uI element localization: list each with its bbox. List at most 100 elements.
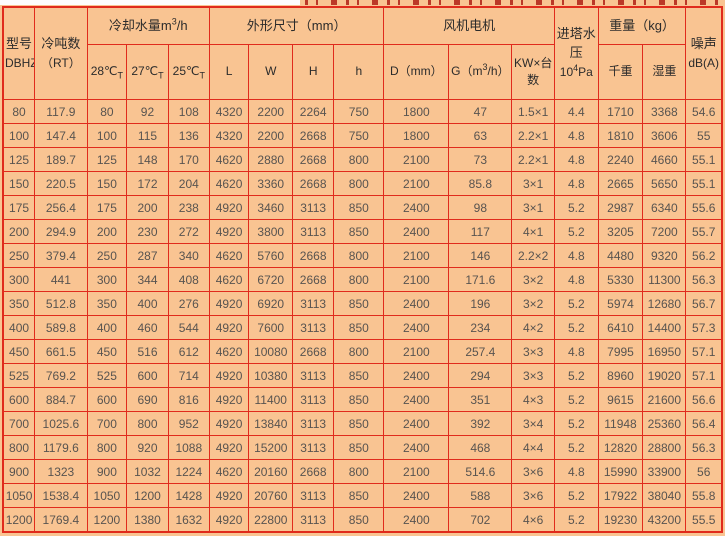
cell-pressure: 5.2 [553, 435, 599, 460]
cell-fan-kw: 3×1 [511, 195, 555, 220]
cell-noise: 56.7 [685, 291, 723, 316]
cell-rt: 256.4 [34, 195, 88, 220]
cell-t27: 920 [126, 435, 169, 460]
cell-t25: 272 [167, 219, 210, 244]
cell-fan-kw: 3×3 [511, 363, 555, 388]
cell-fan-g: 294 [448, 363, 513, 388]
table-row: 1050 1538.4 1050 1200 1428 4920 20760 3113 850 24… [2, 483, 723, 508]
col-header-inlet-pressure: 进塔水压 104Pa [553, 6, 599, 100]
cell-fan-g: 47 [448, 99, 513, 124]
cell-model: 525 [2, 363, 36, 388]
cell-noise: 57.3 [685, 315, 723, 340]
cell-t28: 175 [86, 195, 128, 220]
cell-dim-h-upper: 3113 [292, 483, 335, 508]
cell-dim-l: 4320 [208, 123, 250, 148]
cell-t25: 1428 [167, 483, 210, 508]
col-group-weight: 重量（kg） [597, 6, 687, 45]
cell-t27: 600 [126, 363, 169, 388]
col-header-length: L [208, 44, 250, 100]
cell-dim-w: 20160 [248, 459, 294, 484]
cell-dim-l: 4920 [208, 291, 250, 316]
cell-fan-d: 2100 [383, 243, 450, 268]
cell-fan-d: 2400 [383, 219, 450, 244]
col-header-temp-25: 25℃T [167, 44, 210, 100]
cell-wet-weight: 4660 [642, 147, 687, 172]
cell-wet-weight: 7200 [642, 219, 687, 244]
cropped-title-strip [0, 0, 725, 6]
col-header-cooling-tons: 冷吨数 （RT） [34, 6, 88, 100]
cell-model: 175 [2, 195, 36, 220]
cell-rt: 441 [34, 267, 88, 292]
cell-dim-l: 4620 [208, 171, 250, 196]
cell-t27: 400 [126, 291, 169, 316]
cell-rt: 1179.6 [34, 435, 88, 460]
table-row: 125 189.7 125 148 170 4620 2880 2668 800 2100 73 2.… [2, 147, 723, 172]
cell-dry-weight: 2987 [597, 195, 644, 220]
cell-dim-h-upper: 2668 [292, 339, 335, 364]
table-row: 800 1179.6 800 920 1088 4920 15200 3113 850 2400 4… [2, 435, 723, 460]
table-row: 1200 1769.4 1200 1380 1632 4920 22800 3113 850 24… [2, 507, 723, 533]
cell-fan-d: 2400 [383, 507, 450, 533]
cell-rt: 220.5 [34, 171, 88, 196]
cell-fan-d: 2100 [383, 267, 450, 292]
cell-t25: 1088 [167, 435, 210, 460]
cell-fan-kw: 3×4 [511, 411, 555, 436]
col-header-wet-weight: 湿重 [642, 44, 687, 100]
cell-t28: 1200 [86, 507, 128, 533]
cell-rt: 884.7 [34, 387, 88, 412]
cell-dry-weight: 17922 [597, 483, 644, 508]
cell-dim-w: 20760 [248, 483, 294, 508]
cell-dim-h-lower: 800 [333, 459, 385, 484]
cell-noise: 55.1 [685, 171, 723, 196]
cell-wet-weight: 3368 [642, 99, 687, 124]
col-header-width: W [248, 44, 294, 100]
cell-noise: 55.1 [685, 147, 723, 172]
cell-dim-h-upper: 3113 [292, 387, 335, 412]
cell-wet-weight: 43200 [642, 507, 687, 533]
cell-dim-l: 4920 [208, 507, 250, 533]
cell-dry-weight: 1710 [597, 99, 644, 124]
cell-fan-d: 2100 [383, 171, 450, 196]
col-header-fan-diameter: D（mm） [383, 44, 450, 100]
cell-t27: 800 [126, 411, 169, 436]
cell-model: 125 [2, 147, 36, 172]
cell-fan-kw: 2.2×2 [511, 243, 555, 268]
cell-fan-kw: 1.5×1 [511, 99, 555, 124]
cell-t25: 408 [167, 267, 210, 292]
cell-fan-d: 2400 [383, 435, 450, 460]
cell-t27: 1380 [126, 507, 169, 533]
cell-t28: 800 [86, 435, 128, 460]
cell-pressure: 4.8 [553, 339, 599, 364]
cell-t25: 108 [167, 99, 210, 124]
cell-wet-weight: 38040 [642, 483, 687, 508]
cell-t28: 900 [86, 459, 128, 484]
cell-model: 800 [2, 435, 36, 460]
cell-dim-w: 3460 [248, 195, 294, 220]
cell-fan-g: 702 [448, 507, 513, 533]
table-row: 350 512.8 350 400 276 4920 6920 3113 850 2400 196 3… [2, 291, 723, 316]
cell-dim-l: 4920 [208, 387, 250, 412]
cell-t27: 230 [126, 219, 169, 244]
cell-noise: 56.4 [685, 411, 723, 436]
cell-wet-weight: 33900 [642, 459, 687, 484]
cell-fan-d: 2400 [383, 363, 450, 388]
cell-dim-l: 4920 [208, 195, 250, 220]
cell-t25: 170 [167, 147, 210, 172]
cell-rt: 1769.4 [34, 507, 88, 533]
cell-rt: 661.5 [34, 339, 88, 364]
cell-dim-w: 3800 [248, 219, 294, 244]
cell-t28: 100 [86, 123, 128, 148]
cell-dim-h-lower: 800 [333, 171, 385, 196]
cell-dim-l: 4920 [208, 483, 250, 508]
col-header-temp-27: 27℃T [126, 44, 169, 100]
cell-dim-h-upper: 3113 [292, 315, 335, 340]
cell-noise: 57.1 [685, 339, 723, 364]
table-row: 700 1025.6 700 800 952 4920 13840 3113 850 2400 39… [2, 411, 723, 436]
cell-dim-h-upper: 2668 [292, 267, 335, 292]
cell-pressure: 5.2 [553, 507, 599, 533]
table-row: 250 379.4 250 287 340 4620 5760 2668 800 2100 146 2… [2, 243, 723, 268]
cell-fan-g: 73 [448, 147, 513, 172]
cell-pressure: 4.8 [553, 171, 599, 196]
col-header-noise: 噪声 dB(A) [685, 6, 723, 100]
cell-dim-h-lower: 800 [333, 339, 385, 364]
